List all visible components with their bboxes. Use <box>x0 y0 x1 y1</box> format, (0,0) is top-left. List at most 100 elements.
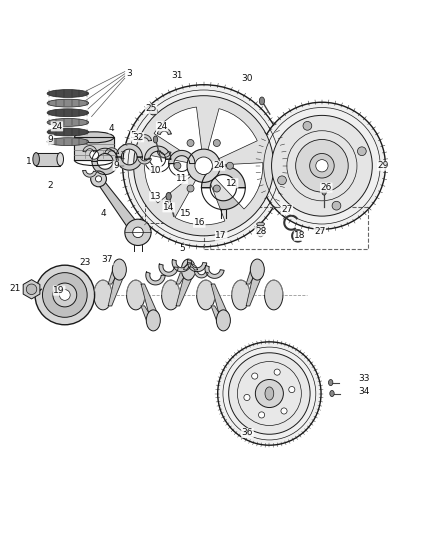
Polygon shape <box>211 284 228 314</box>
Circle shape <box>42 273 87 317</box>
Wedge shape <box>145 155 192 203</box>
Circle shape <box>174 162 181 169</box>
Circle shape <box>274 369 280 375</box>
Text: 4: 4 <box>100 209 106 219</box>
Ellipse shape <box>197 280 215 310</box>
Polygon shape <box>157 128 171 134</box>
Polygon shape <box>246 276 262 306</box>
Wedge shape <box>208 109 257 159</box>
Ellipse shape <box>57 152 64 166</box>
Text: 5: 5 <box>131 131 137 140</box>
Circle shape <box>289 386 295 393</box>
Bar <box>145 126 241 223</box>
Circle shape <box>255 379 283 408</box>
Polygon shape <box>176 276 193 306</box>
Polygon shape <box>211 306 228 327</box>
Ellipse shape <box>322 189 326 195</box>
Polygon shape <box>201 188 245 209</box>
Circle shape <box>53 283 77 307</box>
Polygon shape <box>157 151 171 157</box>
Text: 14: 14 <box>163 203 174 212</box>
Ellipse shape <box>47 99 88 107</box>
Text: 10: 10 <box>150 166 161 175</box>
Bar <box>204 207 368 249</box>
Polygon shape <box>201 166 245 188</box>
Ellipse shape <box>127 280 145 310</box>
Text: 11: 11 <box>176 174 187 183</box>
Circle shape <box>229 353 310 434</box>
Circle shape <box>310 154 334 178</box>
Circle shape <box>226 162 233 169</box>
Text: 27: 27 <box>314 227 325 236</box>
Text: 24: 24 <box>213 161 225 170</box>
Ellipse shape <box>112 259 126 280</box>
Text: 18: 18 <box>294 231 306 240</box>
Text: 33: 33 <box>358 374 369 383</box>
Polygon shape <box>116 157 142 170</box>
Polygon shape <box>138 135 152 141</box>
Polygon shape <box>146 272 165 285</box>
Ellipse shape <box>259 97 265 105</box>
Ellipse shape <box>330 391 334 397</box>
Ellipse shape <box>94 280 112 310</box>
Circle shape <box>123 85 285 247</box>
Circle shape <box>258 102 385 229</box>
Ellipse shape <box>250 259 264 280</box>
Ellipse shape <box>265 280 283 310</box>
Text: 27: 27 <box>281 205 293 214</box>
Text: 17: 17 <box>215 231 227 240</box>
Circle shape <box>195 157 212 174</box>
Circle shape <box>278 176 286 184</box>
Circle shape <box>272 115 372 216</box>
Polygon shape <box>105 148 119 154</box>
Text: 28: 28 <box>255 227 266 236</box>
Circle shape <box>316 159 328 172</box>
Circle shape <box>187 185 194 192</box>
Polygon shape <box>83 146 97 152</box>
Circle shape <box>296 140 348 192</box>
Circle shape <box>281 408 287 414</box>
Polygon shape <box>172 260 191 272</box>
Ellipse shape <box>47 138 88 146</box>
Ellipse shape <box>328 379 333 386</box>
Wedge shape <box>175 179 225 225</box>
Wedge shape <box>214 163 263 209</box>
Polygon shape <box>138 157 151 164</box>
Text: 29: 29 <box>378 161 389 170</box>
Circle shape <box>258 412 265 418</box>
Circle shape <box>26 284 37 295</box>
Polygon shape <box>145 159 171 172</box>
Polygon shape <box>145 146 171 159</box>
Polygon shape <box>169 164 195 177</box>
Polygon shape <box>187 260 207 272</box>
Ellipse shape <box>162 280 180 310</box>
Polygon shape <box>36 152 60 166</box>
Text: 1: 1 <box>25 157 32 166</box>
Circle shape <box>357 147 366 156</box>
Text: 32: 32 <box>132 133 144 142</box>
Circle shape <box>252 373 258 379</box>
Circle shape <box>95 176 102 182</box>
Text: 19: 19 <box>53 286 65 295</box>
Polygon shape <box>194 271 208 278</box>
Text: 31: 31 <box>172 71 183 80</box>
Wedge shape <box>154 107 202 157</box>
Polygon shape <box>169 150 195 164</box>
Circle shape <box>244 394 250 400</box>
Ellipse shape <box>74 132 114 143</box>
Text: 12: 12 <box>226 179 238 188</box>
Text: 15: 15 <box>180 209 192 219</box>
Text: 13: 13 <box>150 192 161 201</box>
Text: 24: 24 <box>51 122 63 131</box>
Polygon shape <box>83 171 96 177</box>
Ellipse shape <box>265 387 274 400</box>
Circle shape <box>91 171 106 187</box>
Ellipse shape <box>146 310 160 331</box>
Text: 21: 21 <box>10 284 21 293</box>
Circle shape <box>35 265 95 325</box>
Circle shape <box>303 122 312 130</box>
Polygon shape <box>159 264 178 276</box>
Text: 5: 5 <box>179 245 185 254</box>
Text: 26: 26 <box>321 183 332 192</box>
Ellipse shape <box>216 310 230 331</box>
